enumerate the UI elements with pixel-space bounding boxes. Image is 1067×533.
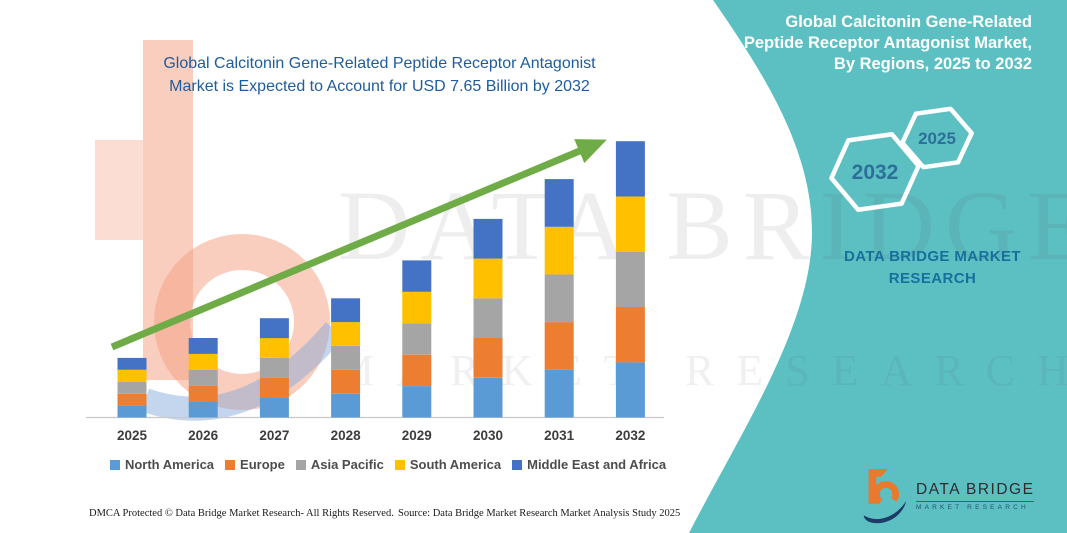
legend-item: South America bbox=[394, 457, 502, 472]
brand-text-line2: RESEARCH bbox=[888, 270, 977, 287]
watermark-subtext: MARKET RESEARCH bbox=[335, 346, 1067, 395]
bar-segment bbox=[259, 397, 289, 418]
legend-swatch bbox=[512, 459, 523, 470]
bar-segment bbox=[402, 260, 432, 292]
bar-segment bbox=[117, 357, 147, 370]
bar-segment bbox=[615, 251, 645, 307]
legend-swatch bbox=[295, 459, 306, 470]
logo-subtitle: MARKET RESEARCH bbox=[916, 504, 1029, 511]
legend-label: Middle East and Africa bbox=[527, 457, 667, 472]
bar-segment bbox=[402, 323, 432, 355]
dbmr-logo: DATA BRIDGE MARKET RESEARCH bbox=[862, 468, 1035, 524]
bar-segment bbox=[331, 298, 361, 323]
bar-segment bbox=[473, 218, 503, 259]
bar-segment bbox=[117, 393, 147, 406]
bar-segment bbox=[615, 196, 645, 252]
bar-segment bbox=[615, 307, 645, 363]
year-hexagons: 2032 2025 bbox=[829, 106, 974, 212]
hexagon-2025 bbox=[900, 106, 974, 170]
legend-item: Middle East and Africa bbox=[512, 457, 666, 472]
hexagon-2032-label: 2032 bbox=[852, 161, 899, 184]
legend-item: Asia Pacific bbox=[295, 457, 384, 472]
hexagon-2025-label: 2025 bbox=[918, 129, 956, 148]
bar-segment bbox=[544, 226, 574, 275]
bar-segment bbox=[188, 338, 218, 354]
bar-segment bbox=[117, 369, 147, 382]
legend-swatch bbox=[225, 459, 236, 470]
bar-segment bbox=[402, 354, 432, 387]
bar-segment bbox=[188, 353, 218, 370]
banner-title-line1: Global Calcitonin Gene-Related bbox=[785, 13, 1032, 31]
legend-item: North America bbox=[109, 457, 215, 472]
bar-segment bbox=[331, 346, 361, 370]
banner-title-line2: Peptide Receptor Antagonist Market, bbox=[743, 34, 1032, 52]
banner-title-line3: By Regions, 2025 to 2032 bbox=[833, 55, 1032, 73]
footer-source: Source: Data Bridge Market Research Mark… bbox=[398, 508, 681, 519]
bar-segment bbox=[615, 362, 645, 418]
bar-segment bbox=[473, 298, 503, 338]
bar-segment bbox=[331, 369, 361, 394]
brand-text-line1: DATA BRIDGE MARKET bbox=[844, 248, 1021, 265]
legend-swatch bbox=[394, 459, 405, 470]
x-axis-label: 2026 bbox=[188, 428, 219, 443]
bar-segment bbox=[117, 405, 147, 418]
bar-segment bbox=[544, 179, 574, 227]
bar-segment bbox=[259, 357, 289, 378]
banner-title: Global Calcitonin Gene-Related Peptide R… bbox=[692, 12, 1032, 75]
bar-segment bbox=[615, 141, 645, 197]
bar-segment bbox=[544, 322, 574, 370]
bar-segment bbox=[331, 393, 361, 418]
chart-legend: North America Europe Asia Pacific South Ame… bbox=[88, 457, 688, 472]
bar-segment bbox=[331, 322, 361, 346]
bar-segment bbox=[544, 369, 574, 418]
x-axis-label: 2029 bbox=[401, 428, 432, 443]
bar-segment bbox=[188, 401, 218, 418]
brand-text: DATA BRIDGE MARKET RESEARCH bbox=[820, 246, 1045, 290]
dbmr-logo-icon bbox=[863, 468, 907, 524]
chart-title-line1: Global Calcitonin Gene-Related Peptide R… bbox=[163, 55, 596, 72]
trend-arrow bbox=[110, 139, 607, 351]
bars-group bbox=[117, 141, 645, 418]
hexagon-2032 bbox=[829, 132, 921, 212]
legend-label: Europe bbox=[240, 457, 285, 472]
bar-segment bbox=[259, 338, 289, 358]
bar-segment bbox=[473, 258, 503, 299]
chart-title-line2: Market is Expected to Account for USD 7.… bbox=[169, 78, 590, 95]
x-axis-label: 2030 bbox=[472, 428, 504, 443]
x-axis-label: 2025 bbox=[116, 428, 148, 443]
bar-segment bbox=[259, 377, 289, 398]
x-axis-label: 2032 bbox=[615, 428, 646, 443]
logo-title: DATA BRIDGE bbox=[916, 481, 1035, 502]
bar-segment bbox=[259, 318, 289, 339]
bar-segment bbox=[402, 291, 432, 324]
bar-segment bbox=[188, 385, 218, 402]
x-axis-label: 2027 bbox=[259, 428, 290, 443]
bar-segment bbox=[402, 386, 432, 418]
watermark-text: DATA BRIDGE bbox=[338, 170, 1067, 281]
x-axis-label: 2031 bbox=[544, 428, 575, 443]
legend-label: South America bbox=[409, 457, 502, 472]
legend-swatch bbox=[109, 459, 120, 470]
footer-dmca: DMCA Protected © Data Bridge Market Rese… bbox=[89, 508, 394, 519]
legend-label: North America bbox=[124, 457, 215, 472]
bar-segment bbox=[544, 274, 574, 323]
chart-title: Global Calcitonin Gene-Related Peptide R… bbox=[92, 52, 667, 98]
bar-segment bbox=[473, 338, 503, 378]
legend-item: Europe bbox=[225, 457, 285, 472]
legend-label: Asia Pacific bbox=[310, 457, 384, 472]
bar-segment bbox=[117, 381, 147, 394]
bar-segment bbox=[473, 377, 503, 418]
x-axis-label: 2028 bbox=[330, 428, 361, 443]
bar-segment bbox=[188, 369, 218, 386]
